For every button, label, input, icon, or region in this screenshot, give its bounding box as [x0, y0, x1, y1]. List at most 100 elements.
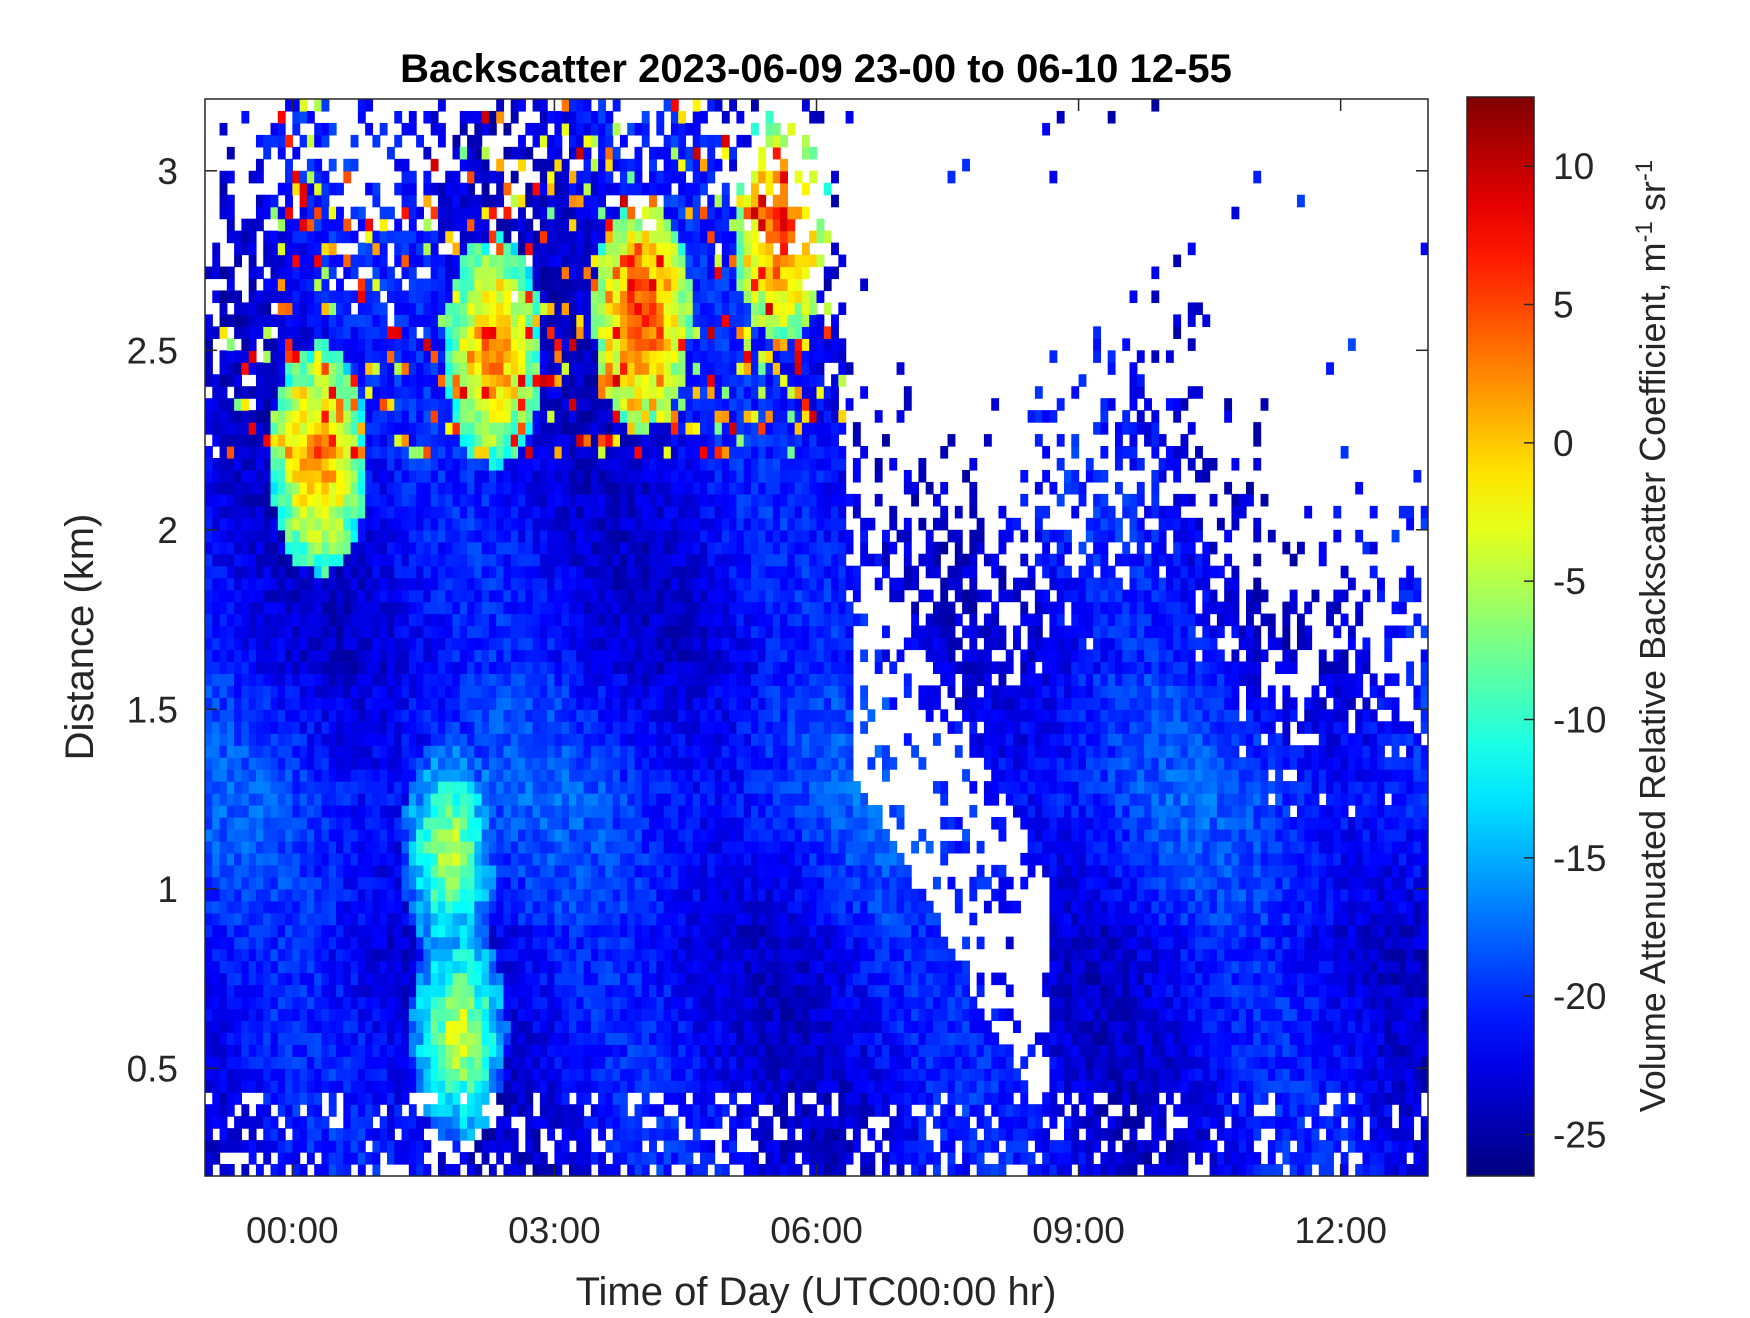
heatmap-cell: [568, 888, 577, 902]
heatmap-cell: [474, 493, 483, 507]
heatmap-cell: [467, 805, 475, 818]
heatmap-cell: [554, 1056, 563, 1069]
heatmap-cell: [343, 888, 352, 902]
heatmap-cell: [408, 386, 417, 399]
heatmap-cell: [328, 254, 337, 268]
heatmap-cell: [299, 1128, 308, 1141]
heatmap-cell: [474, 733, 483, 746]
heatmap-cell: [437, 1044, 446, 1057]
heatmap-cell: [452, 1032, 461, 1045]
heatmap-cell: [539, 864, 548, 878]
heatmap-cell: [634, 469, 643, 483]
heatmap-cell: [336, 733, 344, 746]
heatmap-cell: [561, 924, 570, 938]
heatmap-cell: [285, 697, 293, 710]
heatmap-cell: [321, 912, 330, 926]
heatmap-cell: [299, 481, 308, 495]
heatmap-cell: [583, 864, 592, 878]
heatmap-cell: [474, 410, 483, 423]
heatmap-cell: [445, 781, 454, 794]
heatmap-cell: [554, 757, 563, 770]
heatmap-cell: [372, 505, 381, 519]
heatmap-cell: [510, 661, 519, 674]
heatmap-cell: [372, 1128, 381, 1141]
heatmap-cell: [590, 529, 599, 543]
heatmap-cell: [365, 481, 374, 495]
heatmap-cell: [496, 266, 505, 280]
heatmap-cell: [605, 1032, 614, 1045]
heatmap-cell: [263, 649, 272, 663]
heatmap-cell: [539, 1104, 548, 1117]
heatmap-cell: [510, 266, 519, 280]
heatmap-cell: [343, 505, 352, 519]
heatmap-cell: [518, 721, 526, 734]
heatmap-cell: [277, 709, 286, 722]
heatmap-cell: [525, 900, 534, 914]
heatmap-cell: [612, 434, 621, 447]
heatmap-cell: [481, 864, 490, 878]
heatmap-cell: [568, 553, 577, 567]
heatmap-cell: [408, 972, 417, 986]
heatmap-cell: [641, 888, 650, 902]
heatmap-cell: [583, 422, 592, 435]
heatmap-cell: [452, 446, 461, 459]
heatmap-cell: [379, 840, 388, 854]
heatmap-cell: [394, 1104, 403, 1117]
heatmap-cell: [234, 481, 242, 495]
heatmap-cell: [248, 410, 257, 423]
heatmap-cell: [270, 673, 279, 686]
heatmap-cell: [437, 996, 446, 1010]
heatmap-cell: [285, 613, 293, 627]
heatmap-cell: [234, 900, 242, 914]
heatmap-cell: [525, 601, 534, 615]
heatmap-cell: [263, 230, 272, 244]
heatmap-cell: [590, 577, 599, 591]
heatmap-cell: [314, 601, 323, 615]
heatmap-cell: [561, 577, 570, 591]
heatmap-cell: [336, 936, 344, 950]
heatmap-cell: [299, 290, 308, 304]
heatmap-cell: [372, 398, 381, 411]
heatmap-cell: [561, 709, 570, 722]
heatmap-cell: [547, 458, 556, 471]
heatmap-cell: [641, 589, 650, 603]
heatmap-cell: [634, 900, 643, 914]
heatmap-cell: [365, 350, 374, 363]
heatmap-cell: [590, 924, 599, 938]
heatmap-cell: [539, 350, 548, 363]
heatmap-cell: [270, 577, 279, 591]
heatmap-cell: [379, 481, 388, 495]
heatmap-cell: [219, 661, 228, 674]
heatmap-cell: [314, 350, 323, 363]
heatmap-cell: [612, 553, 621, 567]
heatmap-cell: [568, 1128, 577, 1141]
heatmap-cell: [503, 1020, 512, 1033]
heatmap-cell: [306, 553, 315, 567]
heatmap-cell: [641, 493, 650, 507]
heatmap-cell: [285, 972, 293, 986]
heatmap-cell: [212, 757, 221, 770]
heatmap-cell: [314, 709, 323, 722]
heatmap-cell: [343, 266, 352, 280]
heatmap-cell: [328, 613, 337, 627]
heatmap-cell: [510, 99, 519, 112]
heatmap-cell: [547, 134, 556, 148]
heatmap-cell: [292, 828, 301, 842]
heatmap-cell: [321, 673, 330, 686]
heatmap-cell: [372, 290, 381, 304]
heatmap-cell: [416, 458, 424, 471]
heatmap-cell: [627, 769, 636, 782]
heatmap-cell: [306, 984, 315, 998]
heatmap-cell: [561, 278, 570, 292]
heatmap-cell: [219, 1020, 228, 1033]
heatmap-cell: [299, 338, 308, 351]
heatmap-cell: [590, 134, 599, 148]
heatmap-cell: [445, 326, 454, 339]
heatmap-cell: [539, 1092, 548, 1105]
heatmap-cell: [285, 601, 293, 615]
heatmap-cell: [605, 374, 614, 387]
heatmap-cell: [379, 122, 388, 136]
heatmap-cell: [357, 733, 366, 746]
heatmap-cell: [547, 517, 556, 531]
heatmap-cell: [481, 398, 490, 411]
